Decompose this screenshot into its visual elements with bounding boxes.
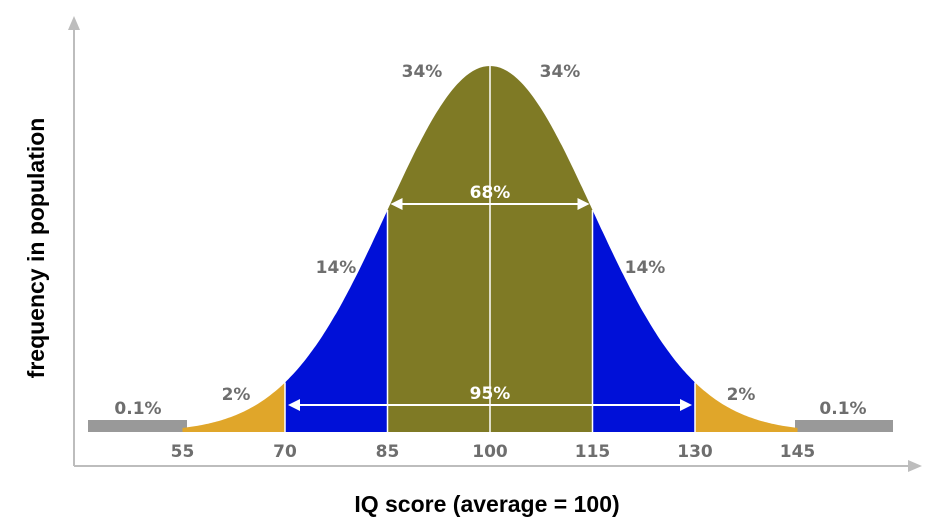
band-100-115	[490, 66, 593, 432]
y-axis-arrow	[68, 16, 80, 30]
label-01-left: 0.1%	[114, 399, 161, 419]
range-arrows: 68% 95%	[288, 183, 692, 411]
label-34-left: 34%	[402, 62, 443, 82]
band-70-85	[285, 210, 388, 432]
label-01-right: 0.1%	[819, 399, 866, 419]
label-14-left: 14%	[316, 258, 357, 278]
range-label-95pct: 95%	[470, 384, 511, 404]
x-tick-85: 85	[376, 442, 400, 462]
band-130-145	[695, 382, 798, 432]
y-axis-title: frequency in population	[23, 118, 49, 379]
x-tick-55: 55	[171, 442, 195, 462]
range-label-68pct: 68%	[470, 183, 511, 203]
band-dividers	[284, 66, 696, 432]
x-tick-145: 145	[780, 442, 816, 462]
x-axis-arrow	[908, 460, 922, 472]
right-tail-bar	[795, 420, 893, 432]
label-14-right: 14%	[625, 258, 666, 278]
label-2-left: 2%	[222, 385, 251, 405]
x-tick-70: 70	[273, 442, 297, 462]
band-55-70	[182, 382, 285, 432]
x-tick-115: 115	[575, 442, 611, 462]
x-tick-130: 130	[677, 442, 713, 462]
label-34-right: 34%	[540, 62, 581, 82]
band-85-100	[387, 66, 490, 432]
curve-bands	[182, 66, 798, 432]
range-arrow-95pct: 95%	[288, 384, 692, 411]
range-arrow-68pct: 68%	[390, 183, 590, 210]
x-axis-title: IQ score (average = 100)	[354, 491, 619, 517]
label-2-right: 2%	[727, 385, 756, 405]
x-tick-labels: 55 70 85 100 115 130 145	[171, 442, 816, 462]
x-tick-100: 100	[472, 442, 508, 462]
band-115-130	[592, 210, 695, 432]
left-tail-bar	[88, 420, 187, 432]
